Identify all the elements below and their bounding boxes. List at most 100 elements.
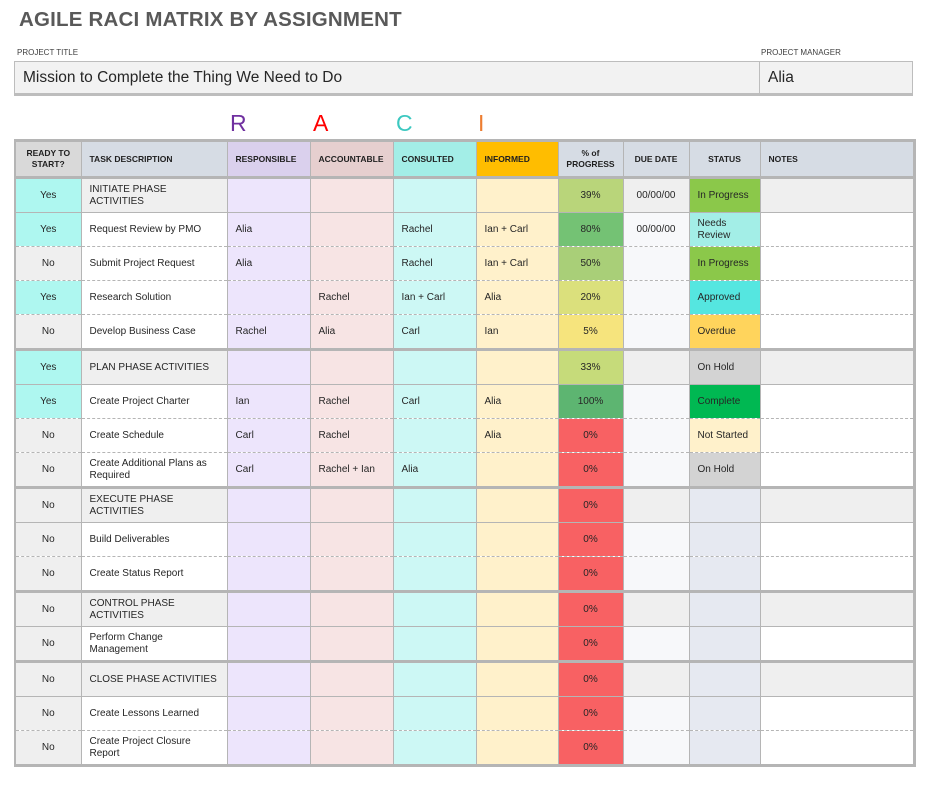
progress-cell[interactable]: 0%: [557, 452, 624, 488]
responsible-cell[interactable]: [226, 348, 311, 385]
ready-cell[interactable]: No: [14, 418, 82, 453]
status-cell[interactable]: [688, 590, 761, 627]
consulted-cell[interactable]: [392, 348, 477, 385]
progress-cell[interactable]: 100%: [557, 384, 624, 419]
informed-cell[interactable]: Alia: [475, 418, 559, 453]
task-description-cell[interactable]: Develop Business Case: [80, 314, 228, 350]
consulted-cell[interactable]: Carl: [392, 384, 477, 419]
responsible-cell[interactable]: [226, 280, 311, 315]
header-informed[interactable]: INFORMED: [475, 140, 559, 179]
accountable-cell[interactable]: [309, 486, 394, 523]
ready-cell[interactable]: Yes: [14, 212, 82, 247]
responsible-cell[interactable]: [226, 730, 311, 766]
ready-cell[interactable]: No: [14, 314, 82, 350]
status-cell[interactable]: [688, 486, 761, 523]
consulted-cell[interactable]: [392, 626, 477, 662]
due-date-cell[interactable]: [622, 522, 690, 557]
task-description-cell[interactable]: INITIATE PHASE ACTIVITIES: [80, 177, 228, 213]
responsible-cell[interactable]: Carl: [226, 418, 311, 453]
consulted-cell[interactable]: [392, 418, 477, 453]
due-date-cell[interactable]: 00/00/00: [622, 177, 690, 213]
due-date-cell[interactable]: [622, 246, 690, 281]
status-cell[interactable]: Not Started: [688, 418, 761, 453]
status-cell[interactable]: Overdue: [688, 314, 761, 350]
notes-cell[interactable]: [759, 348, 915, 385]
status-cell[interactable]: [688, 696, 761, 731]
accountable-cell[interactable]: [309, 590, 394, 627]
informed-cell[interactable]: [475, 348, 559, 385]
task-description-cell[interactable]: Create Project Closure Report: [80, 730, 228, 766]
consulted-cell[interactable]: [392, 730, 477, 766]
ready-cell[interactable]: No: [14, 730, 82, 766]
responsible-cell[interactable]: [226, 556, 311, 592]
progress-cell[interactable]: 0%: [557, 486, 624, 523]
task-description-cell[interactable]: Create Schedule: [80, 418, 228, 453]
consulted-cell[interactable]: [392, 660, 477, 697]
status-cell[interactable]: [688, 522, 761, 557]
due-date-cell[interactable]: [622, 314, 690, 350]
notes-cell[interactable]: [759, 246, 915, 281]
consulted-cell[interactable]: [392, 590, 477, 627]
project-title-field[interactable]: Mission to Complete the Thing We Need to…: [23, 69, 343, 86]
due-date-cell[interactable]: [622, 452, 690, 488]
progress-cell[interactable]: 80%: [557, 212, 624, 247]
consulted-cell[interactable]: Ian + Carl: [392, 280, 477, 315]
consulted-cell[interactable]: [392, 522, 477, 557]
progress-cell[interactable]: 33%: [557, 348, 624, 385]
informed-cell[interactable]: Ian + Carl: [475, 246, 559, 281]
progress-cell[interactable]: 5%: [557, 314, 624, 350]
consulted-cell[interactable]: Carl: [392, 314, 477, 350]
progress-cell[interactable]: 0%: [557, 522, 624, 557]
due-date-cell[interactable]: [622, 556, 690, 592]
due-date-cell[interactable]: [622, 486, 690, 523]
ready-cell[interactable]: No: [14, 590, 82, 627]
status-cell[interactable]: Approved: [688, 280, 761, 315]
status-cell[interactable]: In Progress: [688, 246, 761, 281]
status-cell[interactable]: [688, 730, 761, 766]
accountable-cell[interactable]: Rachel: [309, 418, 394, 453]
responsible-cell[interactable]: Alia: [226, 246, 311, 281]
accountable-cell[interactable]: [309, 246, 394, 281]
responsible-cell[interactable]: [226, 660, 311, 697]
status-cell[interactable]: On Hold: [688, 348, 761, 385]
task-description-cell[interactable]: EXECUTE PHASE ACTIVITIES: [80, 486, 228, 523]
responsible-cell[interactable]: [226, 486, 311, 523]
accountable-cell[interactable]: [309, 522, 394, 557]
progress-cell[interactable]: 50%: [557, 246, 624, 281]
notes-cell[interactable]: [759, 730, 915, 766]
consulted-cell[interactable]: [392, 177, 477, 213]
due-date-cell[interactable]: [622, 696, 690, 731]
notes-cell[interactable]: [759, 626, 915, 662]
ready-cell[interactable]: No: [14, 696, 82, 731]
accountable-cell[interactable]: Rachel: [309, 384, 394, 419]
informed-cell[interactable]: Ian: [475, 314, 559, 350]
progress-cell[interactable]: 0%: [557, 696, 624, 731]
ready-cell[interactable]: No: [14, 452, 82, 488]
accountable-cell[interactable]: [309, 212, 394, 247]
project-manager-field[interactable]: Alia: [759, 62, 912, 93]
task-description-cell[interactable]: Research Solution: [80, 280, 228, 315]
status-cell[interactable]: [688, 556, 761, 592]
due-date-cell[interactable]: [622, 660, 690, 697]
status-cell[interactable]: Complete: [688, 384, 761, 419]
ready-cell[interactable]: No: [14, 556, 82, 592]
status-cell[interactable]: [688, 626, 761, 662]
consulted-cell[interactable]: Rachel: [392, 246, 477, 281]
due-date-cell[interactable]: [622, 348, 690, 385]
notes-cell[interactable]: [759, 280, 915, 315]
header-consulted[interactable]: CONSULTED: [392, 140, 477, 179]
consulted-cell[interactable]: Rachel: [392, 212, 477, 247]
notes-cell[interactable]: [759, 590, 915, 627]
informed-cell[interactable]: Alia: [475, 384, 559, 419]
ready-cell[interactable]: No: [14, 522, 82, 557]
header-responsible[interactable]: RESPONSIBLE: [226, 140, 311, 179]
header-accountable[interactable]: ACCOUNTABLE: [309, 140, 394, 179]
notes-cell[interactable]: [759, 314, 915, 350]
consulted-cell[interactable]: Alia: [392, 452, 477, 488]
responsible-cell[interactable]: [226, 177, 311, 213]
informed-cell[interactable]: Alia: [475, 280, 559, 315]
ready-cell[interactable]: Yes: [14, 348, 82, 385]
ready-cell[interactable]: No: [14, 626, 82, 662]
notes-cell[interactable]: [759, 418, 915, 453]
ready-cell[interactable]: Yes: [14, 384, 82, 419]
